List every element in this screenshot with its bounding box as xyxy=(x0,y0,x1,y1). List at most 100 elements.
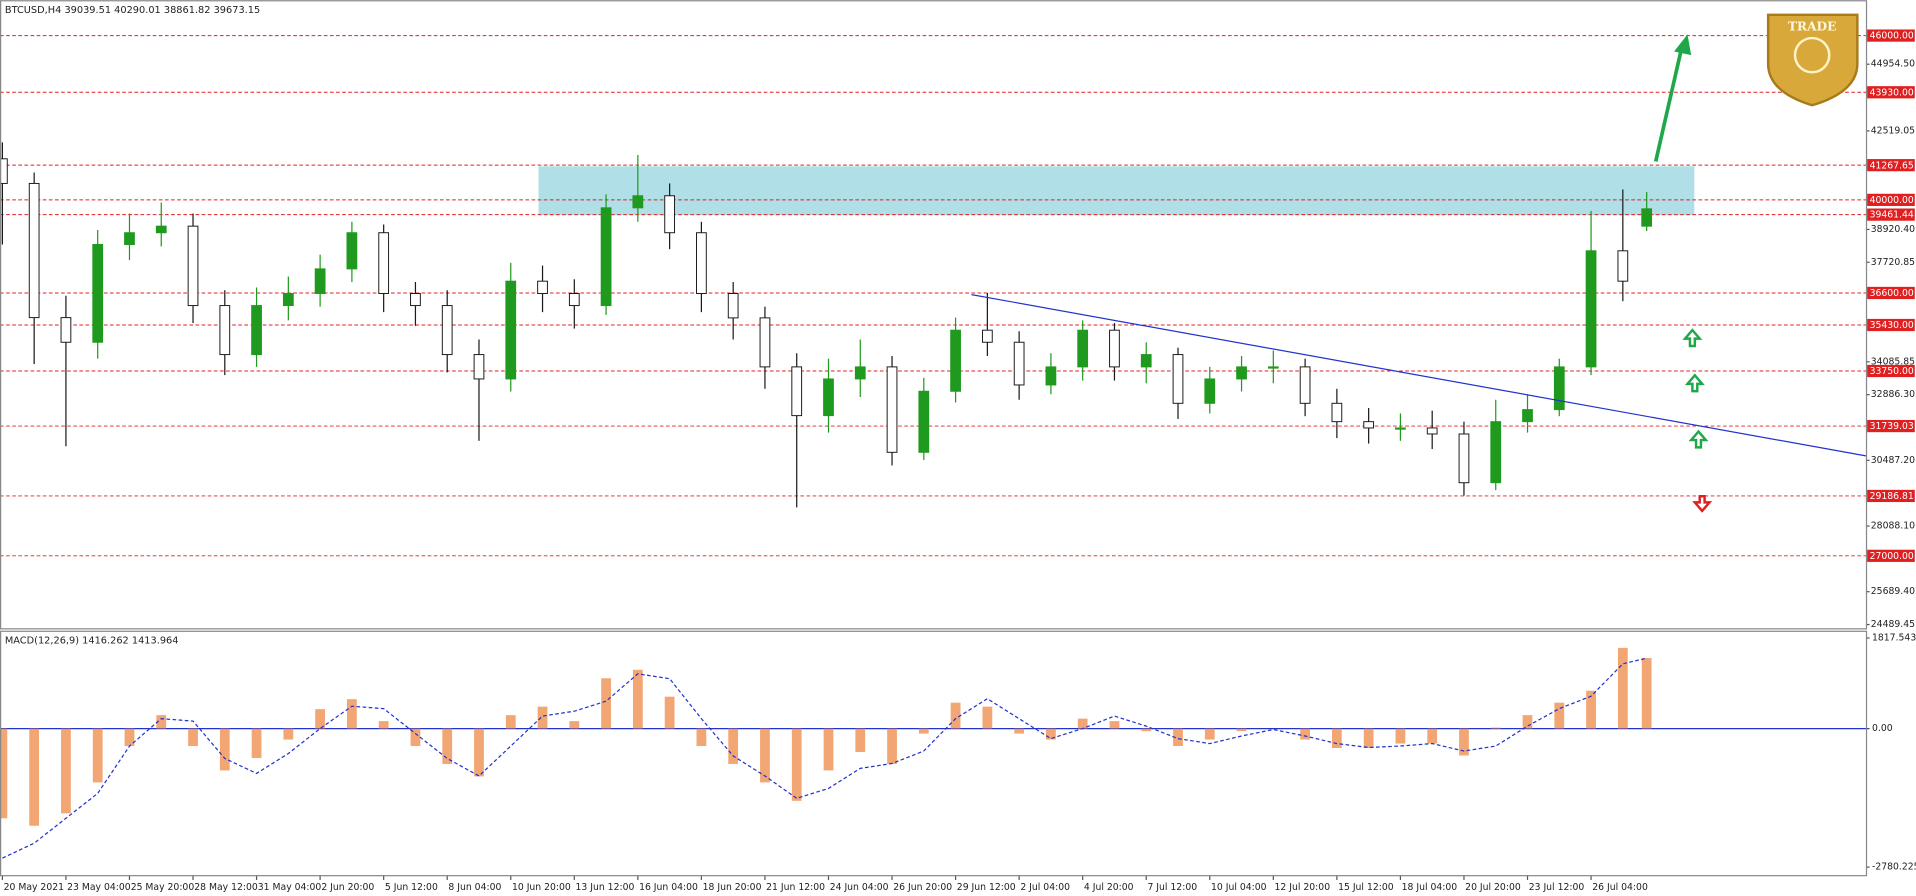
macd-bar xyxy=(1522,715,1533,729)
macd-bar xyxy=(1109,721,1120,729)
x-tick-label: 8 Jun 04:00 xyxy=(448,882,501,893)
macd-bar xyxy=(855,728,866,753)
macd-bar xyxy=(982,706,993,729)
level-label: 46000.00 xyxy=(1870,31,1914,42)
x-tick-label: 10 Jun 20:00 xyxy=(512,882,571,893)
trendline xyxy=(971,294,1867,457)
macd-bar xyxy=(1363,728,1374,749)
candle-body xyxy=(759,317,771,368)
macd-bar xyxy=(950,702,961,729)
x-tick-label: 7 Jul 12:00 xyxy=(1147,882,1197,893)
candle-body xyxy=(568,293,580,307)
candle-body xyxy=(155,225,167,234)
candle-body xyxy=(0,158,8,184)
level-label-box xyxy=(1867,208,1915,221)
y-tick-label: 42519.05 xyxy=(1871,125,1915,136)
logo-text: TRADE xyxy=(1788,20,1837,34)
macd-bar xyxy=(918,728,929,734)
x-tick-label: 12 Jul 20:00 xyxy=(1275,882,1331,893)
candle-body xyxy=(251,305,262,356)
candle-body xyxy=(886,366,898,453)
x-tick-label: 16 Jun 04:00 xyxy=(639,882,698,893)
candle-body xyxy=(410,293,421,307)
candle-body xyxy=(28,182,40,319)
level-label-box xyxy=(1867,489,1915,503)
candle-body xyxy=(1553,366,1565,411)
macd-bar xyxy=(251,728,262,758)
macd-bar xyxy=(664,696,675,729)
candle-body xyxy=(1331,402,1343,423)
candle-body xyxy=(981,329,993,343)
x-tick-label: 5 Jun 12:00 xyxy=(385,882,438,893)
macd-bar xyxy=(474,728,484,777)
x-tick-label: 18 Jul 04:00 xyxy=(1402,882,1458,893)
candle-body xyxy=(950,329,961,392)
macd-bar xyxy=(791,728,802,801)
candle-body xyxy=(1426,427,1438,435)
macd-bar xyxy=(1236,728,1247,732)
level-label-box xyxy=(1867,29,1915,42)
macd-bar xyxy=(1141,728,1152,732)
candle-body xyxy=(1458,433,1470,484)
candle-body xyxy=(664,195,676,234)
x-tick-label: 20 Jul 20:00 xyxy=(1465,882,1521,893)
macd-bar xyxy=(1586,690,1596,729)
level-label-box xyxy=(1867,318,1915,332)
level-label-box xyxy=(1867,286,1915,300)
candle-body xyxy=(1172,354,1184,404)
y-tick-label: 34085.85 xyxy=(1871,356,1915,367)
macd-value: 1416.262 xyxy=(82,635,129,646)
candle-body xyxy=(219,305,231,356)
y-tick-label: 30487.20 xyxy=(1871,455,1915,466)
level-label: 29186.81 xyxy=(1870,491,1914,502)
candle-body xyxy=(1267,366,1279,369)
candle-body xyxy=(282,293,294,307)
candle-body xyxy=(1204,378,1216,404)
x-tick-label: 2 Jun 20:00 xyxy=(321,882,374,893)
candle-body xyxy=(1522,409,1533,423)
y-tick-label: 25689.40 xyxy=(1871,586,1915,597)
macd-bar xyxy=(1204,728,1215,740)
x-tick-label: 20 May 2021 xyxy=(4,882,65,893)
macd-bar xyxy=(1331,728,1342,749)
candle-body xyxy=(60,317,72,343)
level-label: 33750.00 xyxy=(1870,366,1914,377)
x-tick-label: 23 May 04:00 xyxy=(67,882,131,893)
macd-bar xyxy=(632,669,643,729)
x-tick-label: 31 May 04:00 xyxy=(258,882,322,893)
macd-bar xyxy=(1077,718,1088,729)
y-tick-label: 24489.45 xyxy=(1871,619,1915,630)
main-pane-border xyxy=(0,0,1868,630)
macd-bar xyxy=(1617,647,1628,729)
candle-body xyxy=(378,232,390,295)
candle-body xyxy=(918,390,930,453)
x-tick-label: 24 Jun 04:00 xyxy=(830,882,889,893)
level-label: 41267.65 xyxy=(1870,160,1914,171)
candle-body xyxy=(791,366,803,417)
macd-bar xyxy=(569,721,580,729)
candle-body xyxy=(1109,329,1120,368)
x-tick-label: 18 Jun 20:00 xyxy=(703,882,762,893)
macd-bar xyxy=(1427,728,1438,744)
x-tick-label: 23 Jul 12:00 xyxy=(1529,882,1585,893)
macd-bar xyxy=(347,699,357,729)
macd-bar xyxy=(442,728,453,764)
x-tick-label: 29 Jun 12:00 xyxy=(957,882,1016,893)
x-tick-label: 15 Jul 12:00 xyxy=(1338,882,1394,893)
candle-body xyxy=(1236,366,1247,380)
candle-body xyxy=(823,378,834,417)
macd-bar xyxy=(124,728,135,747)
x-tick-label: 4 Jul 20:00 xyxy=(1084,882,1134,893)
buy-markers xyxy=(1682,328,1709,449)
macd-bar xyxy=(887,728,897,764)
level-label-box xyxy=(1867,159,1915,172)
macd-bar xyxy=(760,728,770,783)
chart-header: BTCUSD,H4 39039.51 40290.01 38861.82 396… xyxy=(5,5,260,16)
candle-body xyxy=(441,305,453,356)
level-label: 39461.44 xyxy=(1870,210,1914,221)
candle-body xyxy=(727,293,739,319)
signal-line xyxy=(2,657,1647,859)
y-tick-label: 32886.30 xyxy=(1871,389,1915,400)
macd-bar xyxy=(1395,728,1406,744)
